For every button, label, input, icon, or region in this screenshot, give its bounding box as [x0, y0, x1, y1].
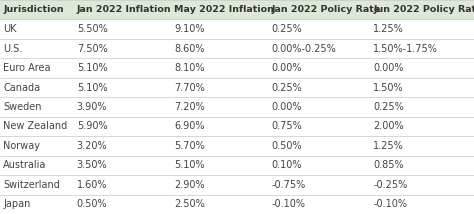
Text: Sweden: Sweden — [3, 102, 42, 112]
Text: 5.10%: 5.10% — [77, 83, 108, 92]
Text: Switzerland: Switzerland — [3, 180, 60, 190]
Text: 3.90%: 3.90% — [77, 102, 107, 112]
Bar — [0, 39, 474, 58]
Bar — [0, 117, 474, 136]
Text: 1.25%: 1.25% — [373, 141, 404, 151]
Bar — [0, 195, 474, 214]
Text: 0.00%: 0.00% — [271, 102, 301, 112]
Text: U.S.: U.S. — [3, 44, 23, 54]
Text: 7.70%: 7.70% — [174, 83, 205, 92]
Text: 9.10%: 9.10% — [174, 24, 204, 34]
Bar — [0, 136, 474, 156]
Text: Jan 2022 Inflation: Jan 2022 Inflation — [77, 5, 172, 14]
Text: 0.50%: 0.50% — [271, 141, 302, 151]
Text: 8.10%: 8.10% — [174, 63, 204, 73]
Bar — [0, 175, 474, 195]
Text: -0.10%: -0.10% — [373, 199, 407, 209]
Bar — [0, 19, 474, 39]
Text: 8.60%: 8.60% — [174, 44, 204, 54]
Text: -0.75%: -0.75% — [271, 180, 305, 190]
Text: 7.20%: 7.20% — [174, 102, 205, 112]
Text: Jurisdiction: Jurisdiction — [3, 5, 64, 14]
Text: 0.00%: 0.00% — [271, 63, 301, 73]
Text: Australia: Australia — [3, 160, 47, 170]
Text: 5.10%: 5.10% — [77, 63, 108, 73]
Text: Norway: Norway — [3, 141, 40, 151]
Text: 0.25%: 0.25% — [373, 102, 404, 112]
Text: 3.50%: 3.50% — [77, 160, 108, 170]
Text: 2.50%: 2.50% — [174, 199, 205, 209]
Text: 1.50%: 1.50% — [373, 83, 404, 92]
Text: 7.50%: 7.50% — [77, 44, 108, 54]
Bar — [0, 0, 474, 19]
Text: 5.50%: 5.50% — [77, 24, 108, 34]
Text: Jan 2022 Policy Rate: Jan 2022 Policy Rate — [271, 5, 380, 14]
Text: 0.00%-0.25%: 0.00%-0.25% — [271, 44, 336, 54]
Text: -0.25%: -0.25% — [373, 180, 407, 190]
Text: May 2022 Inflation: May 2022 Inflation — [174, 5, 274, 14]
Text: 3.20%: 3.20% — [77, 141, 108, 151]
Text: 2.00%: 2.00% — [373, 122, 404, 131]
Text: 0.25%: 0.25% — [271, 24, 302, 34]
Text: 1.25%: 1.25% — [373, 24, 404, 34]
Text: Jun 2022 Policy Rate: Jun 2022 Policy Rate — [373, 5, 474, 14]
Text: Euro Area: Euro Area — [3, 63, 51, 73]
Text: 0.50%: 0.50% — [77, 199, 108, 209]
Text: 0.85%: 0.85% — [373, 160, 404, 170]
Text: New Zealand: New Zealand — [3, 122, 68, 131]
Bar — [0, 97, 474, 117]
Text: 0.75%: 0.75% — [271, 122, 302, 131]
Text: 1.50%-1.75%: 1.50%-1.75% — [373, 44, 438, 54]
Bar — [0, 156, 474, 175]
Text: -0.10%: -0.10% — [271, 199, 305, 209]
Bar — [0, 78, 474, 97]
Text: 5.90%: 5.90% — [77, 122, 108, 131]
Text: 2.90%: 2.90% — [174, 180, 205, 190]
Text: 0.25%: 0.25% — [271, 83, 302, 92]
Text: Canada: Canada — [3, 83, 40, 92]
Text: 1.60%: 1.60% — [77, 180, 107, 190]
Text: 0.10%: 0.10% — [271, 160, 301, 170]
Text: Japan: Japan — [3, 199, 31, 209]
Bar — [0, 58, 474, 78]
Text: 5.10%: 5.10% — [174, 160, 205, 170]
Text: 6.90%: 6.90% — [174, 122, 204, 131]
Text: 5.70%: 5.70% — [174, 141, 205, 151]
Text: 0.00%: 0.00% — [373, 63, 403, 73]
Text: UK: UK — [3, 24, 17, 34]
